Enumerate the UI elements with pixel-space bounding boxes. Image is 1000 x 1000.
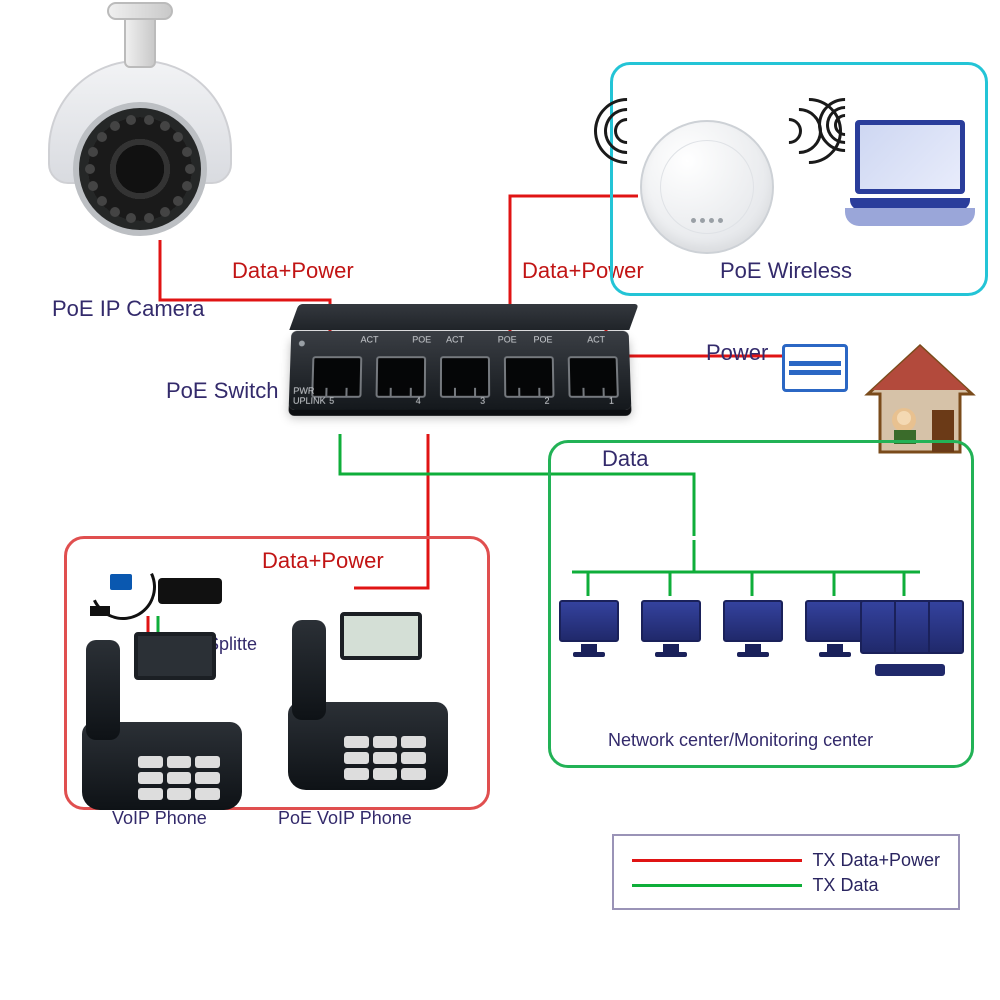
camera-label: PoE IP Camera — [52, 296, 204, 322]
pc-icon — [720, 600, 786, 662]
switch-label: PoE Switch — [166, 378, 279, 404]
wire-label-datapower-1: Data+Power — [232, 258, 354, 284]
legend-green-label: TX Data — [812, 875, 878, 896]
legend-red-line — [632, 859, 802, 862]
voip2-label: PoE VoIP Phone — [278, 808, 412, 829]
pc-icon — [638, 600, 704, 662]
poe-splitter-icon — [120, 560, 230, 620]
power-supply-icon — [782, 344, 848, 392]
voip-phone-icon — [82, 660, 242, 810]
poe-voip-phone-icon — [288, 640, 448, 790]
voip1-label: VoIP Phone — [112, 808, 207, 829]
wireless-ap-icon — [640, 120, 774, 254]
wire-label-power: Power — [706, 340, 768, 366]
legend-box: TX Data+Power TX Data — [612, 834, 960, 910]
network-label: Network center/Monitoring center — [608, 730, 873, 751]
legend-green-line — [632, 884, 802, 887]
poe-ip-camera-icon — [40, 60, 240, 260]
poe-switch-icon: PWR UPLINK ACT POE ACT POE POE ACT 5 4 3… — [290, 330, 630, 440]
pc-icon — [802, 600, 868, 662]
wireless-label: PoE Wireless — [720, 258, 852, 284]
monitoring-station-icon — [860, 600, 960, 672]
legend-red-label: TX Data+Power — [812, 850, 940, 871]
pc-icon — [556, 600, 622, 662]
